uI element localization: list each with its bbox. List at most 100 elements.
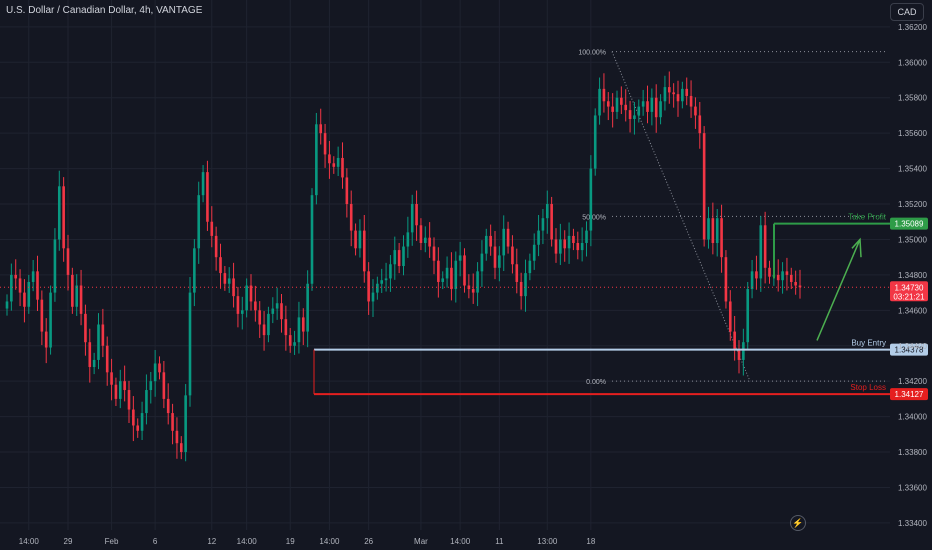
- candle-body: [598, 88, 601, 116]
- candle-body: [171, 413, 174, 431]
- time-axis[interactable]: 14:00 29 Feb 6 12 14:00 19 14:00 26 Mar 14:00 11 13:…: [19, 537, 596, 546]
- candle-body: [750, 271, 754, 290]
- currency-button[interactable]: CAD: [890, 3, 924, 21]
- y-tick-label: 1.33800: [898, 448, 927, 457]
- clock-icon[interactable]: ⚡: [790, 515, 806, 531]
- candle-body: [236, 296, 240, 314]
- candle-body: [515, 264, 519, 282]
- y-tick-label: 1.34400: [898, 342, 927, 351]
- candle-body: [354, 230, 357, 249]
- candle-body: [794, 281, 797, 286]
- candle-body: [646, 101, 649, 112]
- x-tick-label: 6: [153, 537, 158, 546]
- candle-body: [689, 95, 693, 107]
- current-price-value: 1.34730: [895, 283, 924, 292]
- candle-body: [140, 413, 144, 431]
- y-tick-label: 1.33400: [898, 519, 927, 528]
- candle-body: [341, 157, 344, 178]
- candle-body: [166, 398, 170, 414]
- candle-body: [201, 172, 205, 196]
- candle-body: [419, 225, 423, 243]
- candle-body: [423, 237, 427, 243]
- candle-body: [336, 157, 340, 167]
- candle-body: [188, 292, 192, 396]
- y-tick-label: 1.34200: [898, 377, 927, 386]
- candle-body: [310, 195, 314, 284]
- level-price-tag-text: 1.35089: [895, 220, 924, 229]
- candle-body: [441, 278, 445, 282]
- x-tick-label: 19: [286, 537, 295, 546]
- candle-body: [450, 267, 453, 290]
- candle-body: [402, 246, 405, 267]
- candle-body: [641, 101, 645, 107]
- candle-body: [232, 278, 235, 297]
- symbol-title: U.S. Dollar / Canadian Dollar, 4h, VANTA…: [6, 5, 203, 16]
- candle-body: [489, 235, 492, 247]
- candle-body: [702, 133, 706, 240]
- candle-body: [768, 267, 771, 277]
- y-tick-label: 1.35200: [898, 200, 927, 209]
- candle-body: [593, 115, 597, 169]
- x-tick-label: 29: [64, 537, 73, 546]
- candle-body: [393, 250, 397, 265]
- candle-body: [511, 246, 514, 265]
- candle-body: [376, 283, 379, 293]
- y-tick-label: 1.36200: [898, 23, 927, 32]
- candle-body: [502, 228, 506, 256]
- candle-body: [101, 324, 105, 346]
- candle-body: [528, 260, 532, 274]
- x-tick-label: 18: [586, 537, 595, 546]
- candle-body: [358, 230, 362, 249]
- candle-body: [162, 372, 166, 399]
- trade-levels[interactable]: Take Profit 1.35089 Buy Entry 1.34378 Stop L…: [0, 213, 928, 401]
- candle-body: [742, 342, 745, 360]
- candle-body: [789, 274, 793, 282]
- candle-body: [328, 154, 331, 164]
- candle-body: [118, 381, 122, 399]
- candle-body: [637, 106, 641, 116]
- candle-body: [27, 281, 31, 307]
- candle-body: [319, 124, 323, 134]
- x-tick-label: 26: [364, 537, 373, 546]
- candle-body: [40, 299, 44, 332]
- candle-body: [53, 239, 57, 293]
- candle-body: [720, 218, 723, 258]
- candle-body: [306, 283, 309, 332]
- candle-body: [301, 317, 305, 332]
- x-tick-label: 14:00: [237, 537, 258, 546]
- candle-body: [506, 228, 510, 247]
- candle-body: [798, 285, 802, 288]
- projection-arrow: [816, 239, 861, 341]
- y-tick-label: 1.35800: [898, 94, 927, 103]
- candle-body: [580, 242, 584, 251]
- candle-body: [197, 195, 201, 249]
- candle-body: [628, 110, 632, 119]
- x-tick-label: 14:00: [450, 537, 471, 546]
- candle-body: [36, 271, 39, 300]
- candle-body: [415, 204, 418, 226]
- candle-body: [123, 381, 126, 391]
- candle-body: [563, 239, 567, 249]
- candle-body: [606, 101, 610, 107]
- candle-body: [672, 92, 675, 95]
- candle-body: [776, 274, 780, 281]
- candle-body: [633, 115, 636, 119]
- candle-body: [519, 281, 523, 297]
- y-tick-label: 1.33600: [898, 483, 927, 492]
- candle-body: [62, 186, 65, 249]
- candle-body: [227, 278, 231, 284]
- candle-body: [349, 204, 353, 231]
- candle-body: [728, 301, 732, 332]
- candle-body: [145, 390, 148, 414]
- candle-body: [493, 246, 497, 268]
- candle-body: [193, 248, 196, 293]
- fibonacci-retracement[interactable]: 100.00% 50.00% 0.00%: [578, 50, 888, 387]
- candle-body: [650, 97, 654, 112]
- price-axis[interactable]: 1.36200 1.36000 1.35800 1.35600 1.35400 1.352…: [898, 23, 927, 528]
- candle-body: [249, 285, 253, 302]
- candle-body: [445, 267, 449, 279]
- candle-body: [694, 106, 697, 116]
- candle-body: [49, 292, 52, 348]
- candle-body: [454, 260, 458, 290]
